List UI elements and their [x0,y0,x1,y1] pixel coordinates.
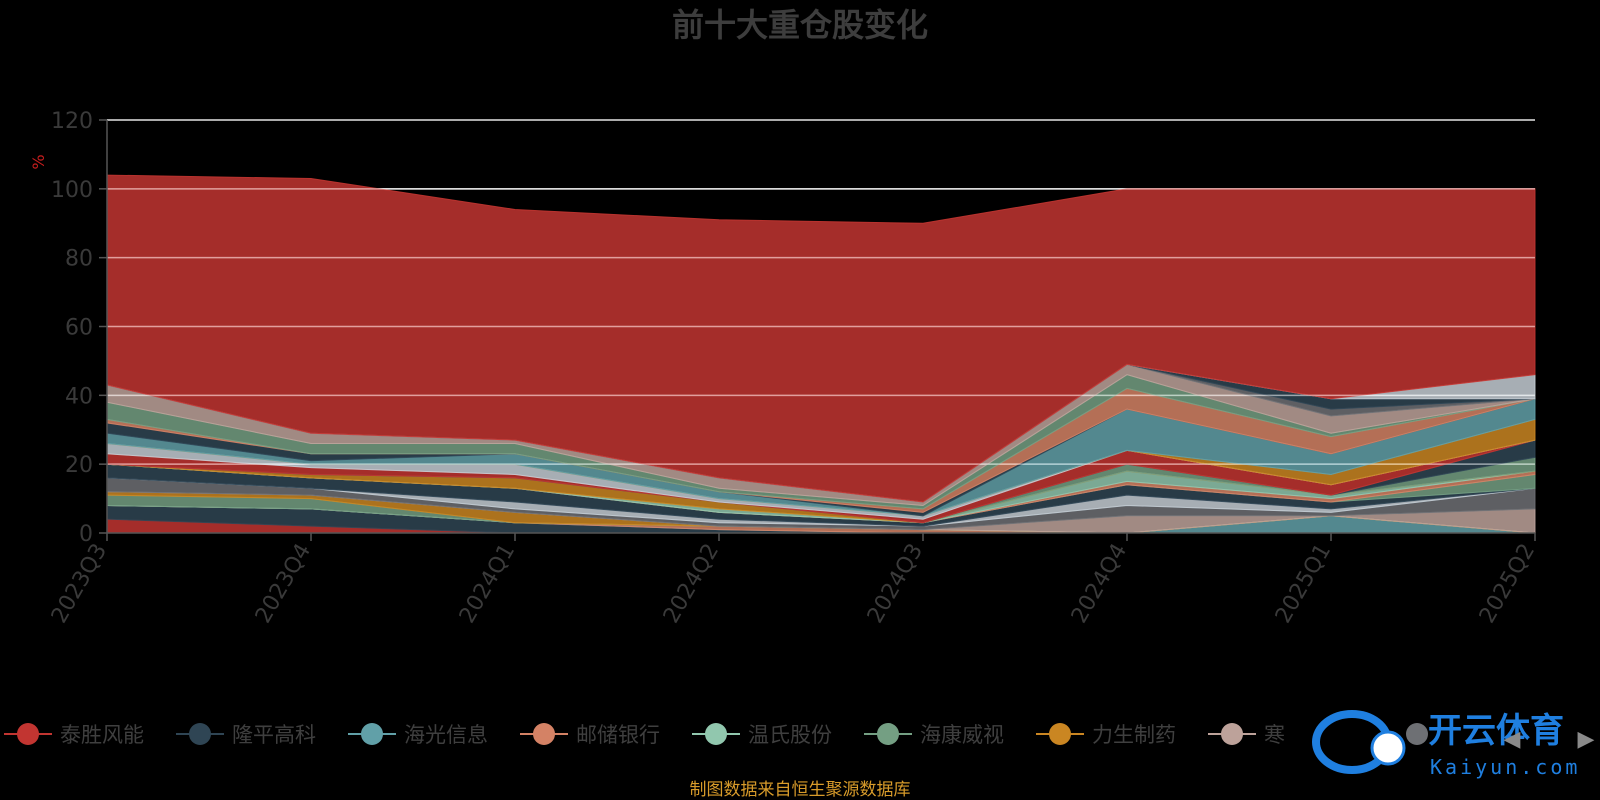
y-tick-label: 100 [51,178,93,203]
grid-overlay [107,188,1535,465]
legend-dot-icon [17,723,39,745]
chart-title: 前十大重仓股变化 [672,6,928,44]
legend-dot-icon [1221,723,1243,745]
legend-item[interactable]: 海康威视 [864,723,1004,747]
legend-dot-icon [877,723,899,745]
x-tick-label: 2023Q4 [251,540,316,628]
x-tick-label: 2025Q1 [1271,540,1336,628]
y-tick-label: 80 [65,247,93,272]
legend-dot-icon [361,723,383,745]
legend: 泰胜风能 隆平高科 海光信息 邮储银行 温氏股份 海康威视 力生制药 寒 [4,723,1428,747]
y-unit-label: % [29,154,48,169]
legend-label: 泰胜风能 [60,723,144,747]
legend-label: 温氏股份 [748,723,832,747]
legend-item[interactable]: 隆平高科 [176,723,316,747]
x-tick-label: 2023Q3 [47,540,112,628]
y-tick-label: 60 [65,316,93,341]
legend-dot-icon [1406,723,1428,745]
legend-label: 海光信息 [404,723,488,747]
watermark-site: Kaiyun.com [1430,755,1580,779]
legend-item[interactable]: 泰胜风能 [4,723,144,747]
legend-pager[interactable]: ◀ ▶ [1504,727,1595,752]
legend-label: 邮储银行 [576,723,660,747]
legend-item[interactable]: 海光信息 [348,723,488,747]
area-series [106,174,1536,534]
legend-item[interactable]: 邮储银行 [520,723,660,747]
legend-label: 海康威视 [920,723,1004,747]
legend-dot-icon [1049,723,1071,745]
watermark-logo: 开云体育 Kaiyun.com [1312,710,1580,779]
y-tick-label: 0 [79,522,93,547]
x-tick-label: 2024Q3 [863,540,928,628]
legend-label: 力生制药 [1092,723,1176,747]
legend-dot-icon [189,723,211,745]
x-tick-label: 2024Q2 [659,540,724,628]
source-note: 制图数据来自恒生聚源数据库 [690,780,911,800]
legend-dot-icon [533,723,555,745]
y-tick-label: 120 [51,109,93,134]
legend-dot-icon [705,723,727,745]
legend-prev-icon[interactable]: ◀ [1504,727,1521,752]
soccer-ball-icon [1370,730,1406,766]
legend-item[interactable]: 温氏股份 [692,723,832,747]
legend-next-icon[interactable]: ▶ [1578,727,1595,752]
x-tick-label: 2024Q1 [455,540,520,628]
watermark-brand: 开云体育 [1428,711,1564,751]
x-tick-label: 2024Q4 [1067,540,1132,628]
y-tick-label: 20 [65,453,93,478]
legend-item[interactable]: 寒 [1208,723,1285,747]
legend-item[interactable]: 力生制药 [1036,723,1176,747]
area-series-30 [106,174,1536,503]
x-tick-label: 2025Q2 [1475,540,1540,628]
legend-label: 隆平高科 [232,723,316,747]
legend-label: 寒 [1264,723,1285,747]
y-tick-label: 40 [65,384,93,409]
